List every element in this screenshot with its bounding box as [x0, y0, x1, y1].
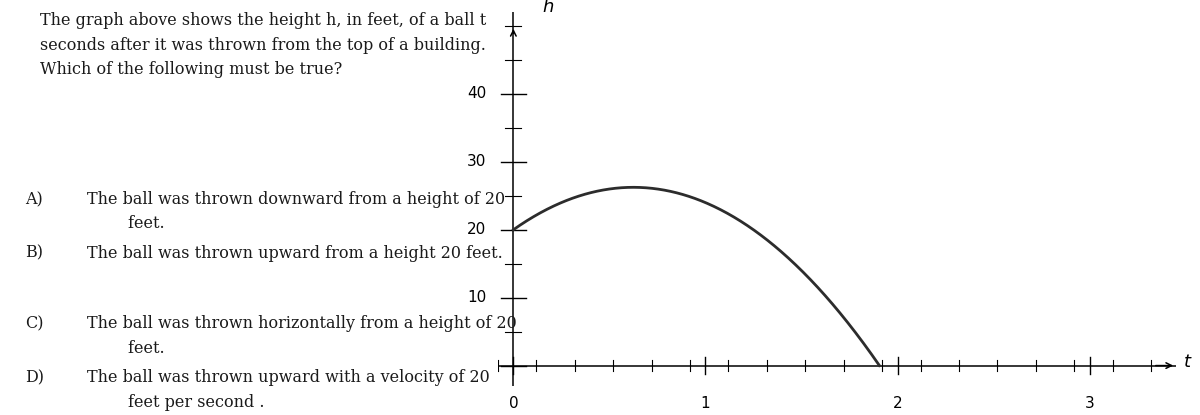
Text: B): B): [25, 245, 43, 262]
Text: D): D): [25, 369, 44, 386]
Text: 0: 0: [509, 396, 518, 411]
Text: 30: 30: [467, 154, 486, 169]
Text: h: h: [542, 0, 553, 16]
Text: The ball was thrown upward from a height 20 feet.: The ball was thrown upward from a height…: [88, 245, 503, 262]
Text: C): C): [25, 315, 43, 332]
Text: A): A): [25, 191, 43, 208]
Text: 20: 20: [467, 222, 486, 237]
Text: The graph above shows the height h, in feet, of a ball t
seconds after it was th: The graph above shows the height h, in f…: [40, 12, 486, 78]
Text: 3: 3: [1085, 396, 1094, 411]
Text: The ball was thrown downward from a height of 20
        feet.: The ball was thrown downward from a heig…: [88, 191, 505, 232]
Text: t: t: [1183, 353, 1190, 371]
Text: 40: 40: [467, 86, 486, 101]
Text: The ball was thrown upward with a velocity of 20
        feet per second .: The ball was thrown upward with a veloci…: [88, 369, 490, 410]
Text: 1: 1: [701, 396, 710, 411]
Text: 2: 2: [893, 396, 902, 411]
Text: The ball was thrown horizontally from a height of 20
        feet.: The ball was thrown horizontally from a …: [88, 315, 517, 356]
Text: 10: 10: [467, 290, 486, 305]
